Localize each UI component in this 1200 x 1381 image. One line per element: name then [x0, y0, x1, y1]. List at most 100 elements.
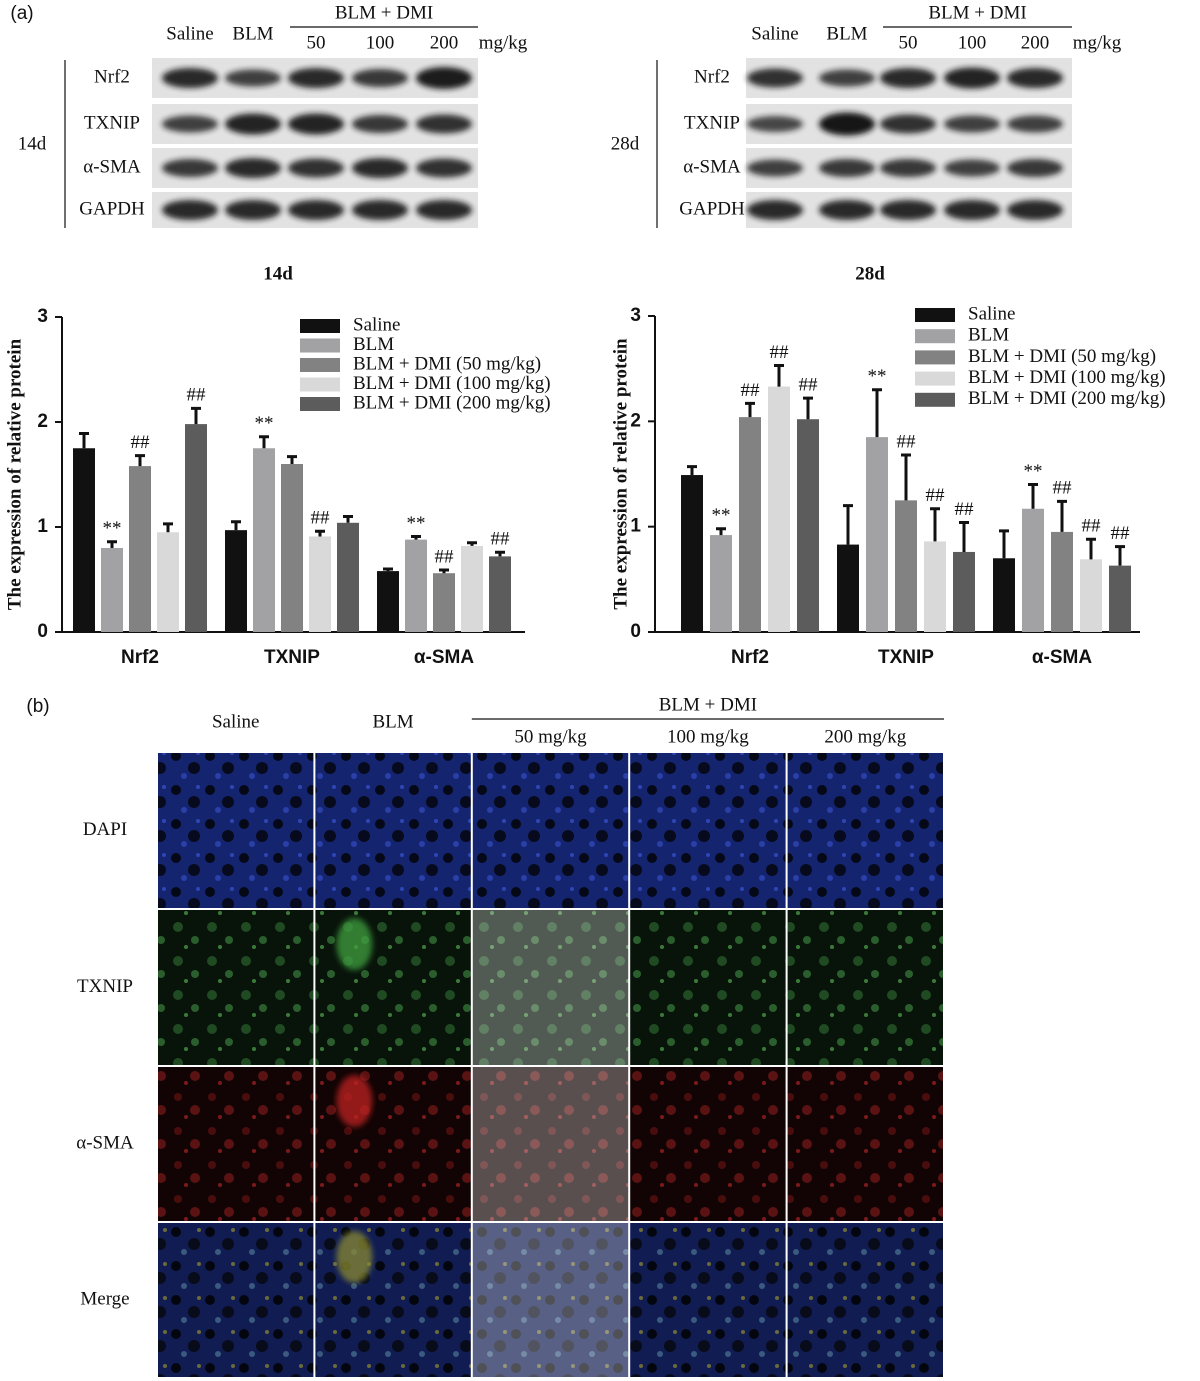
bar — [377, 571, 399, 632]
bar — [461, 545, 483, 632]
bar — [489, 556, 511, 632]
blot-band — [288, 113, 344, 135]
blot-band — [819, 69, 875, 87]
error-bar — [716, 527, 726, 536]
column-label: Saline — [166, 23, 214, 44]
row-label: α-SMA — [683, 156, 741, 177]
legend-label: BLM + DMI (100 mg/kg) — [968, 367, 1166, 388]
blot-band — [880, 200, 936, 220]
error-bar — [901, 453, 911, 501]
dose-label: 100 mg/kg — [667, 726, 749, 747]
y-tick-label: 0 — [630, 621, 641, 642]
error-bar — [1115, 545, 1125, 566]
unit-label: mg/kg — [1073, 32, 1122, 53]
error-bar — [343, 515, 353, 523]
blot-band — [819, 200, 875, 220]
blot-band — [819, 112, 875, 136]
bar — [681, 475, 703, 632]
dose-label: 100 — [366, 32, 395, 53]
significance-label: ** — [407, 513, 426, 534]
error-bar — [163, 522, 173, 533]
blot-band — [1007, 200, 1063, 220]
significance-label: ## — [1082, 516, 1102, 537]
error-bar — [803, 396, 813, 420]
bar — [433, 573, 455, 632]
blot-band — [352, 158, 408, 178]
bar — [739, 417, 761, 632]
bar — [768, 386, 790, 632]
y-tick-label: 1 — [37, 516, 48, 537]
bar — [1109, 565, 1131, 632]
bar — [281, 464, 303, 632]
significance-label: ## — [131, 432, 151, 453]
blot-band — [819, 159, 875, 177]
error-bar — [135, 454, 145, 467]
x-tick-label: TXNIP — [264, 647, 320, 668]
bar — [73, 448, 95, 632]
error-bar — [231, 520, 241, 531]
column-label: Saline — [751, 23, 799, 44]
error-bar — [1028, 483, 1038, 509]
bar — [1051, 531, 1073, 632]
blot-band — [944, 67, 1000, 89]
significance-label: ** — [712, 505, 731, 526]
error-bar — [495, 550, 505, 557]
legend-label: Saline — [968, 303, 1016, 324]
blot-band — [1007, 159, 1063, 177]
blot-band — [944, 159, 1000, 177]
blot-band — [288, 200, 344, 220]
error-bar — [774, 364, 784, 387]
legend-label: BLM + DMI (50 mg/kg) — [353, 353, 541, 374]
error-bar — [843, 504, 853, 545]
blot-band — [1007, 115, 1063, 133]
blot-band — [288, 68, 344, 88]
y-tick-label: 2 — [37, 411, 48, 432]
column-label: BLM — [373, 711, 414, 732]
y-axis-label: The expression of relative protein — [610, 338, 631, 610]
time-label: 28d — [611, 133, 640, 154]
dose-label: 200 — [1021, 32, 1050, 53]
error-bar — [687, 465, 697, 476]
micrograph — [630, 1067, 786, 1221]
bar — [953, 551, 975, 632]
row-label: TXNIP — [684, 112, 740, 133]
legend-swatch — [300, 377, 340, 392]
significance-label: ## — [897, 431, 917, 452]
error-bar — [467, 541, 477, 546]
micrograph — [472, 910, 629, 1065]
legend-swatch — [300, 358, 340, 372]
bar — [710, 535, 732, 632]
unit-label: mg/kg — [479, 32, 528, 53]
group-label: BLM + DMI — [928, 2, 1026, 23]
legend-label: BLM + DMI (200 mg/kg) — [353, 392, 551, 413]
bar — [309, 536, 331, 632]
time-label: 14d — [18, 133, 47, 154]
error-bar — [191, 406, 201, 425]
row-label: GAPDH — [79, 198, 145, 219]
legend-swatch — [915, 329, 955, 344]
error-bar — [383, 567, 393, 572]
legend-label: BLM + DMI (100 mg/kg) — [353, 373, 551, 394]
micrograph — [472, 753, 629, 908]
micrograph-highlight — [336, 1075, 373, 1127]
legend-swatch — [915, 371, 955, 386]
bar — [185, 424, 207, 632]
blot-band — [162, 159, 218, 177]
column-label: BLM — [826, 23, 867, 44]
micrograph-highlight — [336, 1231, 373, 1283]
significance-label: ** — [1024, 461, 1043, 482]
micrograph — [787, 910, 943, 1065]
group-label: BLM + DMI — [335, 2, 433, 23]
bar — [797, 419, 819, 632]
blot-band — [162, 200, 218, 220]
x-tick-label: TXNIP — [878, 647, 934, 668]
blot-band — [352, 115, 408, 133]
legend-label: Saline — [353, 314, 401, 335]
blot-band — [747, 116, 803, 132]
legend-swatch — [915, 350, 955, 365]
micrograph — [787, 1223, 943, 1377]
panel-label: (b) — [26, 696, 49, 717]
significance-label: ## — [799, 375, 819, 396]
row-label: Nrf2 — [94, 66, 130, 87]
